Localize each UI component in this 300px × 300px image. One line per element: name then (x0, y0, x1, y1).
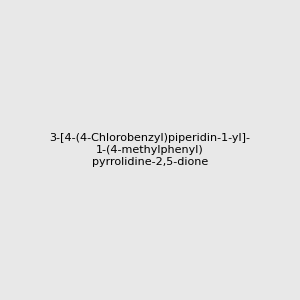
Text: 3-[4-(4-Chlorobenzyl)piperidin-1-yl]-
1-(4-methylphenyl)
pyrrolidine-2,5-dione: 3-[4-(4-Chlorobenzyl)piperidin-1-yl]- 1-… (50, 134, 250, 166)
